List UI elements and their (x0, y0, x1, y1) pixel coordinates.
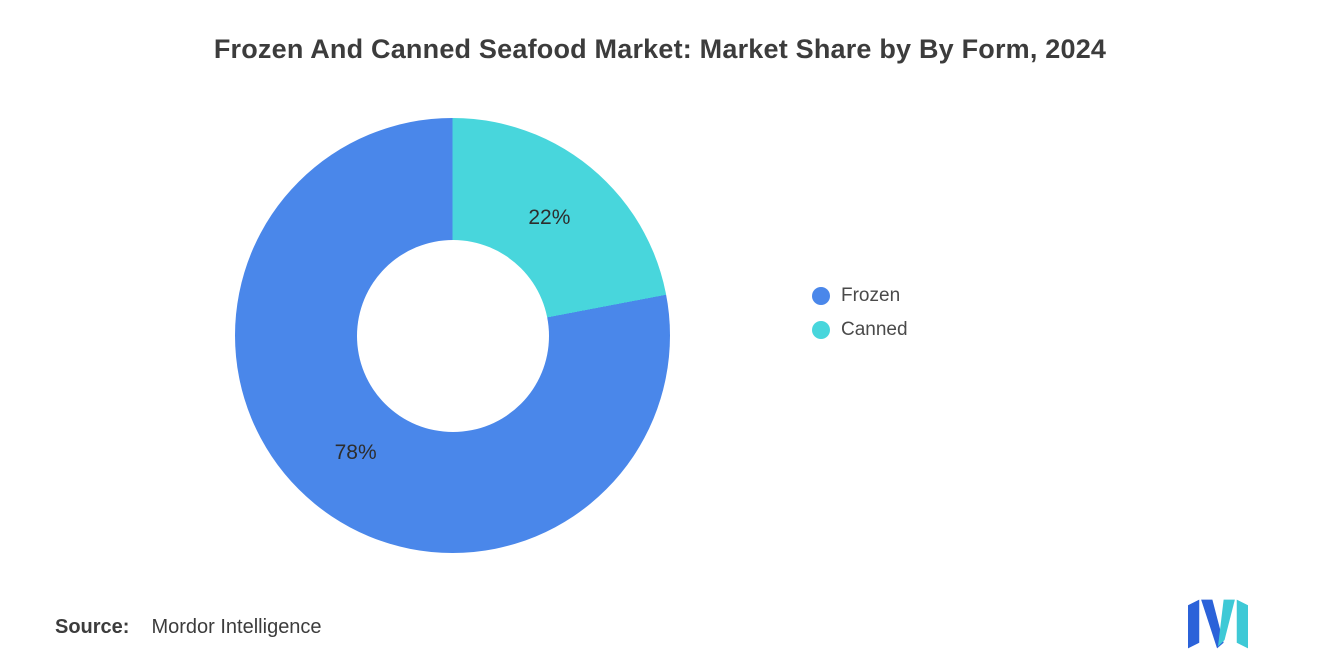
legend-dot (812, 287, 830, 305)
source-value: Mordor Intelligence (151, 616, 322, 638)
source-line: Source: Mordor Intelligence (55, 616, 322, 639)
legend-item-frozen: Frozen (812, 285, 908, 307)
donut-chart: 22% 78% (235, 118, 670, 553)
donut-hole (356, 239, 549, 432)
mordor-intelligence-logo (1188, 598, 1248, 650)
source-label: Source: (55, 616, 130, 638)
slice-label: 22% (528, 206, 571, 230)
legend: Frozen Canned (812, 285, 908, 353)
legend-dot (812, 321, 830, 339)
logo-mark-icon (1188, 599, 1248, 649)
legend-label: Canned (841, 319, 908, 340)
legend-label: Frozen (841, 285, 901, 306)
legend-item-canned: Canned (812, 319, 908, 341)
chart-title: Frozen And Canned Seafood Market: Market… (213, 34, 1107, 64)
slice-label: 78% (334, 440, 377, 464)
